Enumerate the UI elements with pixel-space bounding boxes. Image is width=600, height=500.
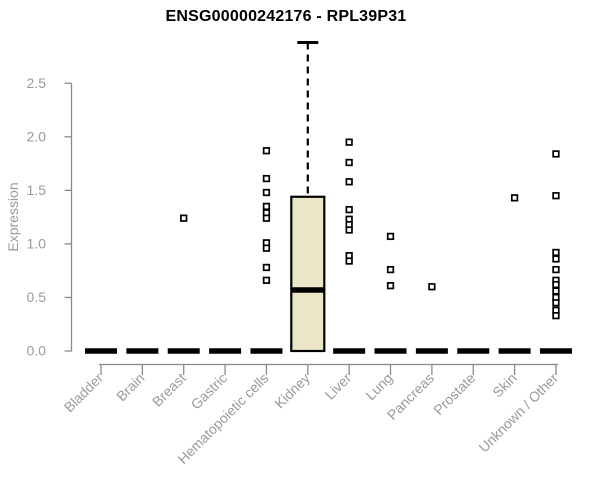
box [290, 195, 326, 353]
y-tick-label: 2.0 [27, 128, 47, 144]
outlier-point [345, 138, 353, 146]
x-category-label: Unknown / Other [475, 370, 561, 456]
y-tick-label: 0.5 [27, 289, 47, 305]
outlier-point [345, 257, 353, 265]
outlier-point [180, 214, 188, 222]
outlier-point [262, 214, 271, 222]
outlier-point [386, 282, 395, 290]
outlier-point [552, 150, 560, 158]
outlier-point [552, 280, 560, 289]
outlier-point [552, 248, 560, 257]
outlier-point [428, 283, 436, 291]
x-category-label: Prostate [430, 370, 478, 418]
outlier-point [552, 312, 560, 320]
outlier-point [552, 192, 560, 200]
outlier-point [262, 188, 271, 197]
outlier-point [552, 265, 560, 274]
outlier-point [552, 287, 560, 295]
x-category-label: Bladder [61, 370, 107, 416]
x-category-label: Kidney [271, 370, 313, 412]
y-tick-label: 2.5 [27, 75, 47, 91]
x-category-label: Breast [149, 370, 189, 410]
outlier-point [262, 276, 271, 284]
outlier-point [262, 147, 271, 155]
outlier-point [262, 244, 271, 252]
outlier-point [386, 265, 395, 274]
y-tick-label: 1.0 [27, 235, 47, 251]
y-tick-label: 1.5 [27, 182, 47, 198]
chart-title: ENSG00000242176 - RPL39P31 [165, 8, 407, 25]
outlier-point [345, 178, 353, 186]
outlier-point [262, 202, 271, 211]
outlier-point [345, 158, 353, 167]
outlier-point [345, 205, 353, 214]
outlier-point [262, 263, 271, 272]
outlier-point [552, 299, 560, 307]
outlier-point [552, 255, 560, 263]
outlier-point [262, 174, 271, 183]
y-tick-label: 0.0 [27, 343, 47, 359]
outlier-point [510, 194, 519, 202]
outlier-point [345, 226, 353, 234]
outlier-point [386, 232, 395, 241]
